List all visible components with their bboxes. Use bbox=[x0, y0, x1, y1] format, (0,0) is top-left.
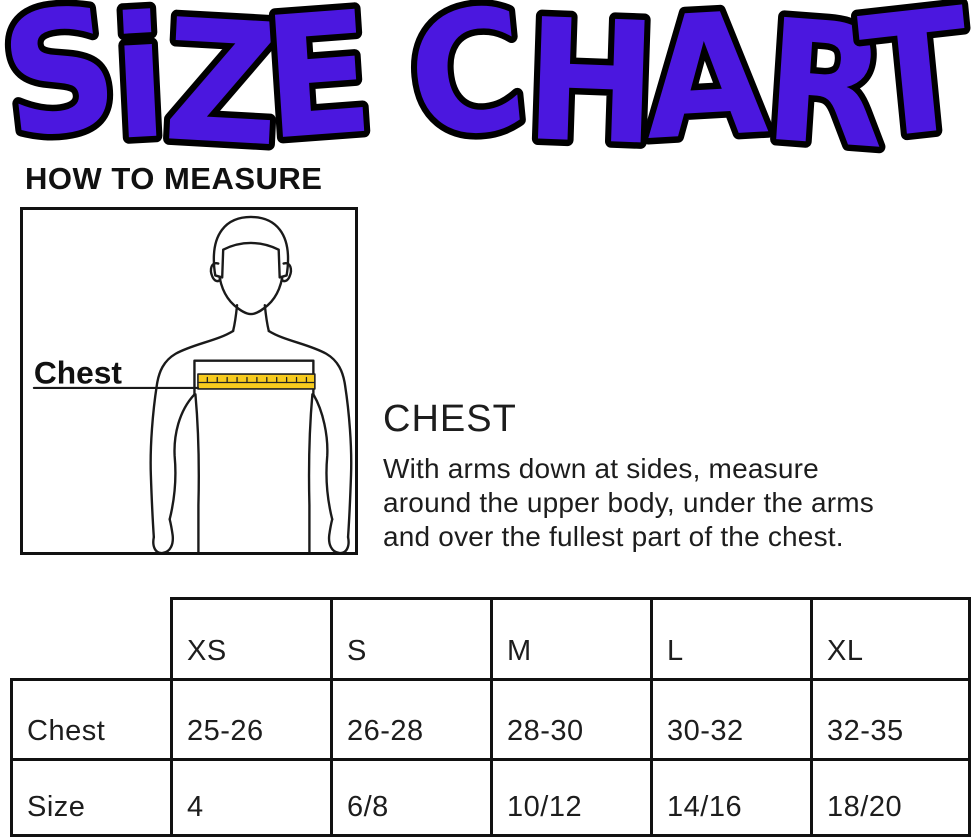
size-value-xl: 18/20 bbox=[810, 758, 971, 837]
column-header-l: L bbox=[650, 597, 813, 681]
chest-value-l: 30-32 bbox=[650, 678, 813, 761]
figure-ear-right bbox=[280, 262, 293, 283]
chest-section-heading: CHEST bbox=[383, 398, 517, 440]
diagram-chest-label: Chest bbox=[34, 354, 123, 390]
column-header-xl: XL bbox=[810, 597, 971, 681]
how-to-measure-heading: HOW TO MEASURE bbox=[25, 161, 323, 196]
figure-arm-outer-left bbox=[149, 329, 235, 539]
chest-instruction-line: With arms down at sides, measure bbox=[383, 453, 819, 484]
size-value-xs: 4 bbox=[170, 758, 333, 837]
size-value-s: 6/8 bbox=[330, 758, 493, 837]
column-header-s: S bbox=[330, 597, 493, 681]
page-title: SiZE CHART bbox=[0, 0, 978, 193]
figure-arm-outer-right bbox=[267, 329, 353, 539]
size-table: XS S M L XL Chest 25-26 26-28 28-30 30-3… bbox=[10, 597, 971, 837]
figure-neck bbox=[231, 303, 270, 333]
row-label-size: Size bbox=[10, 758, 173, 837]
torso-figure-illustration: Chest bbox=[32, 215, 353, 552]
title-art: SiZE CHART bbox=[0, 0, 978, 193]
figure-hand-right bbox=[327, 518, 350, 552]
figure-hand-left bbox=[152, 518, 175, 552]
column-header-m: M bbox=[490, 597, 653, 681]
table-corner-cell bbox=[11, 598, 173, 681]
row-label-chest: Chest bbox=[10, 678, 173, 761]
figure-ear-left bbox=[209, 262, 222, 283]
size-value-m: 10/12 bbox=[490, 758, 653, 837]
chest-value-m: 28-30 bbox=[490, 678, 653, 761]
title-text: SiZE CHART bbox=[0, 0, 978, 186]
chest-instruction-line: around the upper body, under the arms bbox=[383, 487, 874, 518]
figure-torso-right bbox=[307, 393, 314, 552]
chest-instruction-line: and over the fullest part of the chest. bbox=[383, 521, 844, 552]
table-row-size: Size 4 6/8 10/12 14/16 18/20 bbox=[10, 758, 971, 837]
measurement-diagram: Chest bbox=[20, 207, 358, 555]
figure-arm-inner-right bbox=[312, 393, 334, 521]
size-value-l: 14/16 bbox=[650, 758, 813, 837]
tape-measure bbox=[197, 373, 316, 390]
table-row-chest: Chest 25-26 26-28 28-30 30-32 32-35 bbox=[10, 678, 971, 761]
table-header-row: XS S M L XL bbox=[11, 597, 971, 681]
chest-instructions: With arms down at sides, measure around … bbox=[383, 452, 874, 554]
figure-torso-left bbox=[194, 393, 200, 552]
chest-value-s: 26-28 bbox=[330, 678, 493, 761]
figure-arm-inner-left bbox=[168, 393, 196, 521]
chest-value-xl: 32-35 bbox=[810, 678, 971, 761]
chest-value-xs: 25-26 bbox=[170, 678, 333, 761]
column-header-xs: XS bbox=[170, 597, 333, 681]
figure-hair bbox=[212, 215, 290, 279]
